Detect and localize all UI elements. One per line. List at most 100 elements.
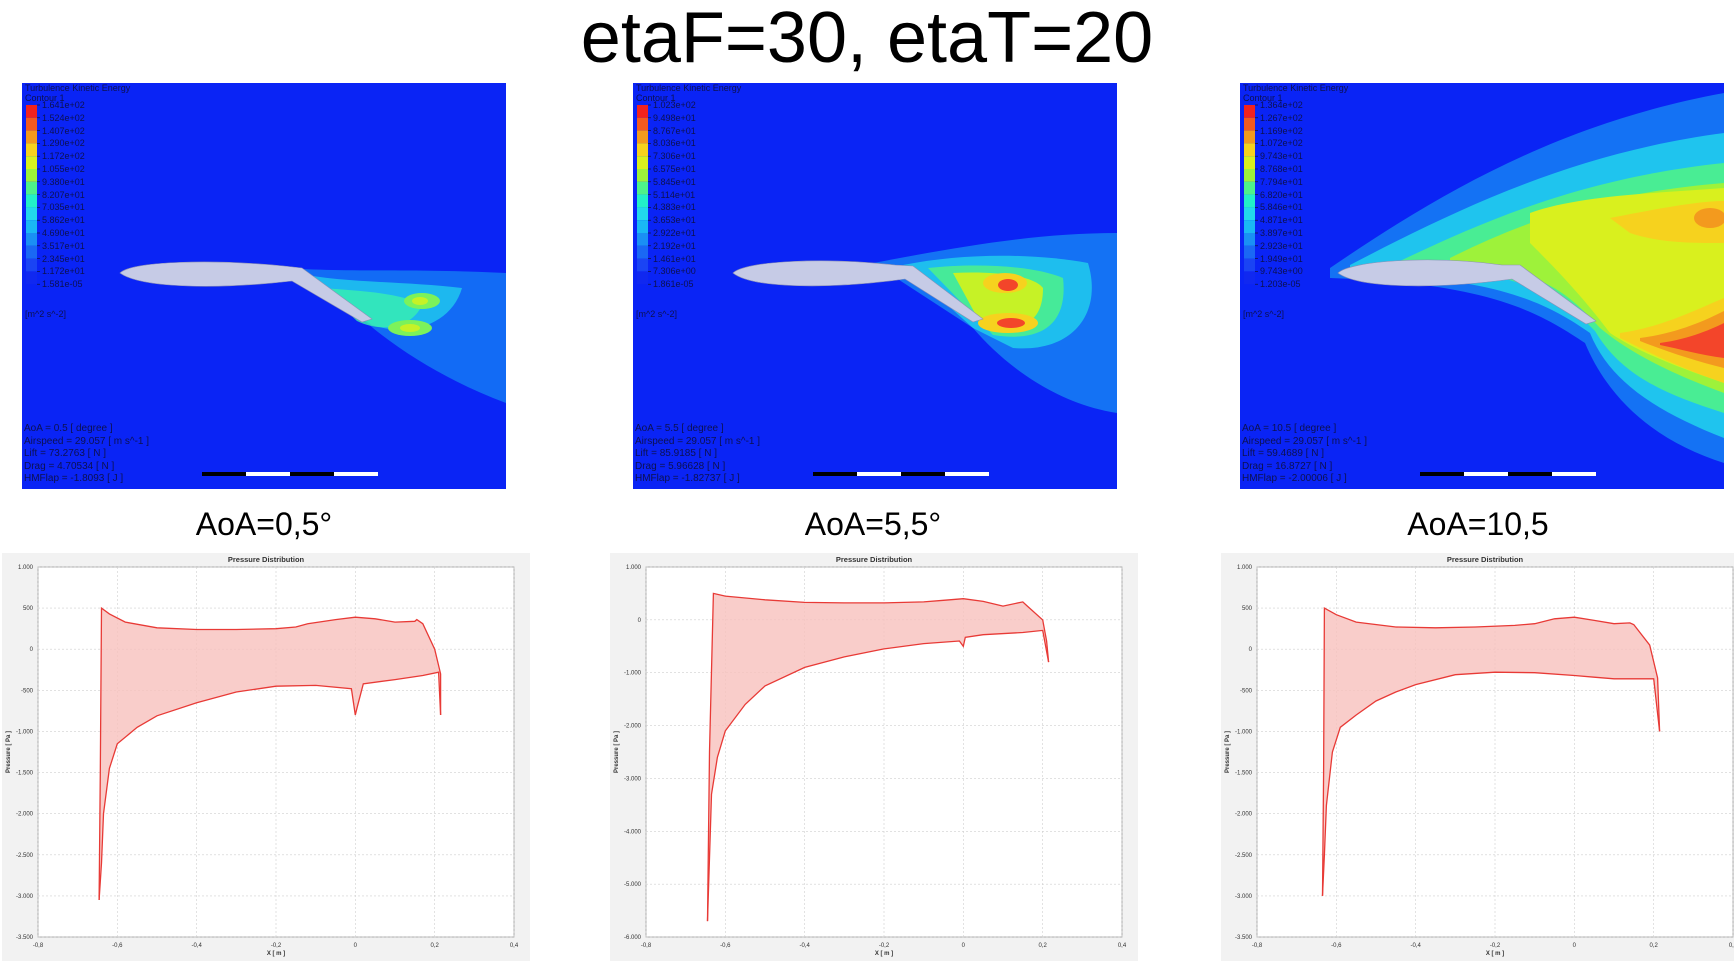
y-axis-label: Pressure [ Pa ] bbox=[6, 731, 12, 773]
colorbar-segment bbox=[1244, 220, 1255, 233]
y-tick-label: 0 bbox=[638, 618, 642, 624]
y-tick-label: -1.000 bbox=[1235, 729, 1253, 735]
contour-region bbox=[998, 279, 1018, 291]
y-tick-label: -2.500 bbox=[1235, 853, 1253, 859]
colorbar-value: 9.380e+01 bbox=[42, 176, 85, 187]
contour-region bbox=[412, 297, 428, 305]
colorbar-value: 6.820e+01 bbox=[1260, 189, 1303, 200]
x-tick-label: 0,2 bbox=[1038, 943, 1047, 949]
colorbar-segment bbox=[637, 181, 648, 195]
colorbar-segment bbox=[1244, 194, 1255, 208]
pressure-fill-area bbox=[99, 608, 441, 900]
colorbar-value: 1.524e+02 bbox=[42, 112, 85, 123]
x-tick-label: -0,2 bbox=[1490, 943, 1501, 949]
scale-bar bbox=[202, 472, 378, 476]
colorbar-value: 1.407e+02 bbox=[42, 125, 85, 136]
slide-title: etaF=30, etaT=20 bbox=[580, 0, 1154, 78]
y-tick-label: 1.000 bbox=[1237, 565, 1253, 571]
colorbar-value: 3.517e+01 bbox=[42, 240, 85, 251]
cfd-contour-aoa-0-5: Turbulence Kinetic Energy Contour 1 1.641e… bbox=[22, 83, 506, 489]
colorbar-value: 1.267e+02 bbox=[1260, 112, 1303, 123]
y-tick-label: -4.000 bbox=[624, 829, 642, 835]
contour-region bbox=[1694, 208, 1724, 228]
y-tick-label: -500 bbox=[1240, 688, 1253, 694]
colorbar-segment bbox=[26, 207, 37, 221]
simulation-info: AoA = 5.5 [ degree ] bbox=[635, 423, 724, 434]
colorbar-value: 5.845e+01 bbox=[653, 176, 696, 187]
colorbar-value: 3.897e+01 bbox=[1260, 228, 1303, 238]
cfd-contour-aoa-5-5: Turbulence Kinetic Energy Contour 1 1.023e… bbox=[633, 83, 1117, 489]
simulation-info: Airspeed = 29.057 [ m s^-1 ] bbox=[24, 435, 150, 447]
colorbar-segment bbox=[26, 156, 37, 169]
colorbar-segment bbox=[1244, 156, 1255, 169]
colorbar-segment bbox=[1244, 117, 1255, 131]
simulation-info: HMFlap = -1.82737 [ J ] bbox=[635, 473, 740, 484]
y-tick-label: -3.000 bbox=[16, 894, 34, 900]
x-tick-label: -0,6 bbox=[112, 943, 123, 949]
contour-plot bbox=[26, 104, 506, 476]
pressure-chart-1: -0,8 -0,6 -0,4 -0,2 0 0,2 0,4 1.000 500 0 -500 -1.0… bbox=[2, 553, 530, 961]
y-tick-label: 1.000 bbox=[626, 565, 642, 571]
simulation-info: Airspeed = 29.057 [ m s^-1 ] bbox=[1242, 435, 1368, 447]
colorbar-segment bbox=[26, 117, 37, 131]
colorbar-segment bbox=[1244, 207, 1255, 221]
simulation-info: Drag = 4.70534 [ N ] bbox=[24, 460, 115, 472]
contour-region bbox=[400, 324, 420, 332]
colorbar-segment bbox=[1244, 233, 1255, 246]
x-tick-label: 0,2 bbox=[1649, 943, 1658, 949]
y-tick-label: -3.000 bbox=[624, 776, 642, 782]
aoa-label-3: AoA=10,5 bbox=[1407, 506, 1549, 542]
x-tick-label: 0,4 bbox=[1729, 943, 1734, 949]
x-tick-label: -0,4 bbox=[799, 943, 810, 949]
colorbar-value: 1.172e+01 bbox=[42, 266, 85, 277]
x-axis-label: X [ m ] bbox=[875, 951, 893, 957]
y-tick-label: -1.500 bbox=[16, 771, 34, 777]
colorbar-value: 9.498e+01 bbox=[653, 112, 696, 123]
simulation-info: HMFlap = -1.8093 [ J ] bbox=[24, 473, 124, 484]
y-tick-label: 1.000 bbox=[18, 565, 34, 571]
x-tick-label: -0,8 bbox=[33, 943, 44, 949]
colorbar-value: 6.575e+01 bbox=[653, 164, 696, 174]
colorbar-segment bbox=[1244, 169, 1255, 182]
colorbar-value: 1.641e+02 bbox=[42, 100, 85, 110]
colorbar-segment bbox=[637, 220, 648, 233]
colorbar-value: 3.653e+01 bbox=[653, 215, 696, 226]
colorbar-value: 7.794e+01 bbox=[1260, 176, 1303, 187]
x-tick-label: 0 bbox=[962, 943, 966, 949]
colorbar-value: 7.035e+01 bbox=[42, 202, 85, 213]
airfoil-shape bbox=[1337, 259, 1597, 325]
x-tick-label: 0,4 bbox=[1118, 943, 1127, 949]
chart-title: Pressure Distribution bbox=[836, 555, 913, 564]
legend-title: Turbulence Kinetic Energy bbox=[1243, 83, 1349, 93]
colorbar-value: 1.023e+02 bbox=[653, 100, 696, 110]
colorbar-value: 8.767e+01 bbox=[653, 125, 696, 136]
y-axis-label: Pressure [ Pa ] bbox=[614, 731, 620, 773]
colorbar-value: 5.846e+01 bbox=[1260, 202, 1303, 213]
y-tick-label: -3.000 bbox=[1235, 894, 1253, 900]
colorbar-value: 4.871e+01 bbox=[1260, 215, 1303, 226]
y-tick-label: 0 bbox=[1249, 647, 1253, 653]
y-tick-label: -1.000 bbox=[16, 729, 34, 735]
colorbar-segment bbox=[637, 271, 648, 285]
colorbar-value: 7.306e+00 bbox=[653, 266, 696, 277]
colorbar-segment bbox=[637, 105, 648, 118]
colorbar-segment bbox=[637, 117, 648, 131]
colorbar-segment bbox=[637, 245, 648, 259]
y-tick-label: -1.000 bbox=[624, 671, 642, 677]
colorbar-segment bbox=[637, 143, 648, 157]
turbulence-field bbox=[280, 267, 506, 403]
colorbar-segment bbox=[1244, 105, 1255, 118]
pressure-curve-upper bbox=[1321, 606, 1661, 896]
scale-bar bbox=[1420, 472, 1596, 476]
pressure-curve-upper bbox=[98, 606, 442, 901]
colorbar-value: 1.461e+01 bbox=[653, 253, 696, 264]
pressure-curve-lower bbox=[1321, 671, 1661, 896]
simulation-info: AoA = 0.5 [ degree ] bbox=[24, 423, 113, 434]
colorbar-segment bbox=[26, 220, 37, 233]
x-axis-label: X [ m ] bbox=[267, 951, 285, 957]
x-tick-label: -0,4 bbox=[191, 943, 202, 949]
colorbar-value: 1.055e+02 bbox=[42, 164, 85, 174]
colorbar-value: 5.862e+01 bbox=[42, 215, 85, 226]
colorbar-value: 1.172e+02 bbox=[42, 151, 85, 162]
y-tick-label: -6.000 bbox=[624, 935, 642, 941]
